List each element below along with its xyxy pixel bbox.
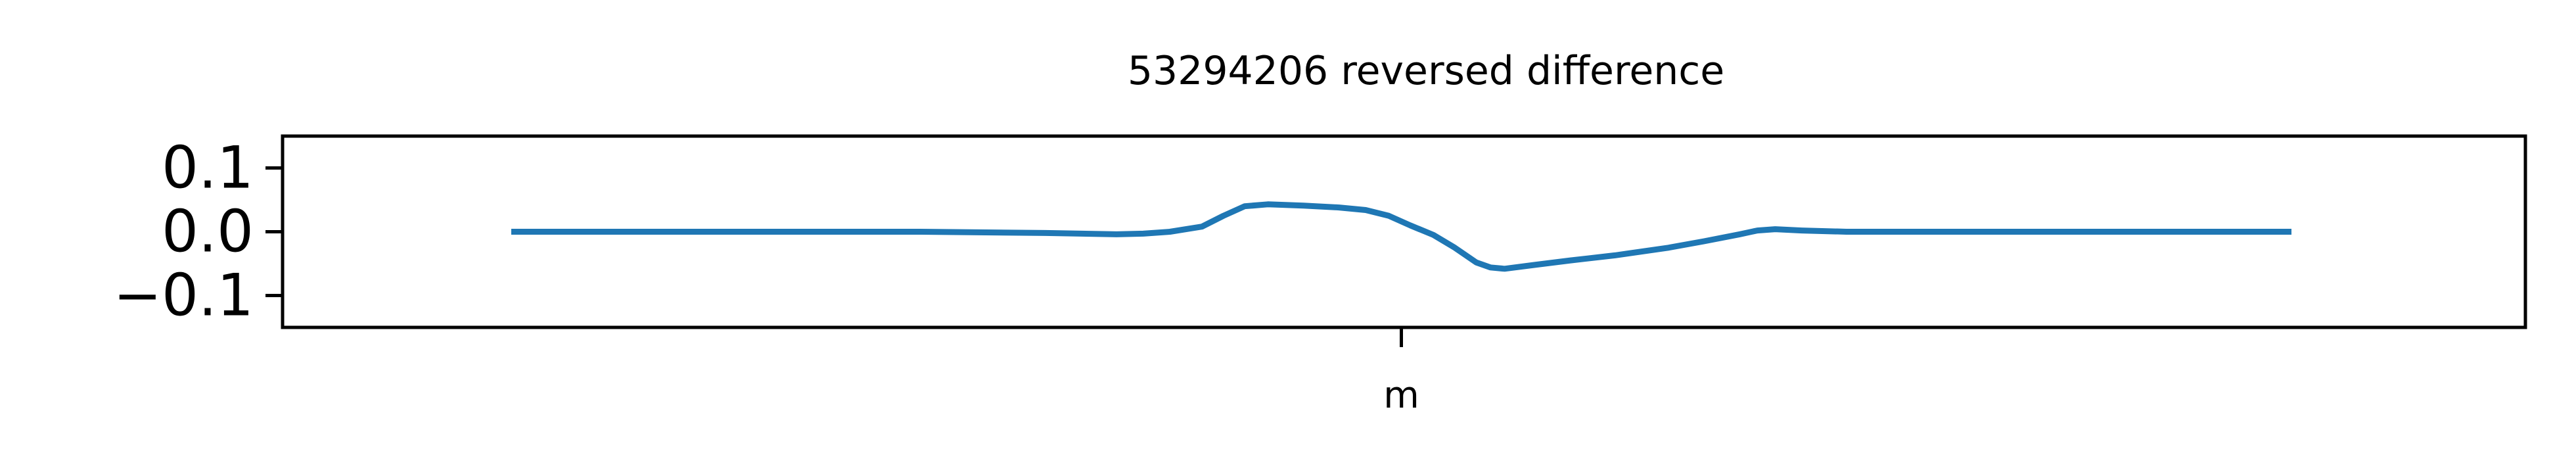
y-tick-label: 0.1 (162, 134, 254, 202)
x-axis: m (1383, 327, 1419, 417)
y-tick-label: 0.0 (162, 198, 254, 266)
x-tick-label: m (1383, 374, 1419, 417)
y-tick-label: −0.1 (113, 262, 254, 329)
series-line-1 (511, 201, 2291, 272)
plot-area (281, 134, 2527, 329)
y-axis: 0.10.0−0.1 (113, 134, 283, 329)
chart-title: 53294206 reversed difference (1128, 48, 1724, 94)
series-layer (511, 201, 2291, 272)
